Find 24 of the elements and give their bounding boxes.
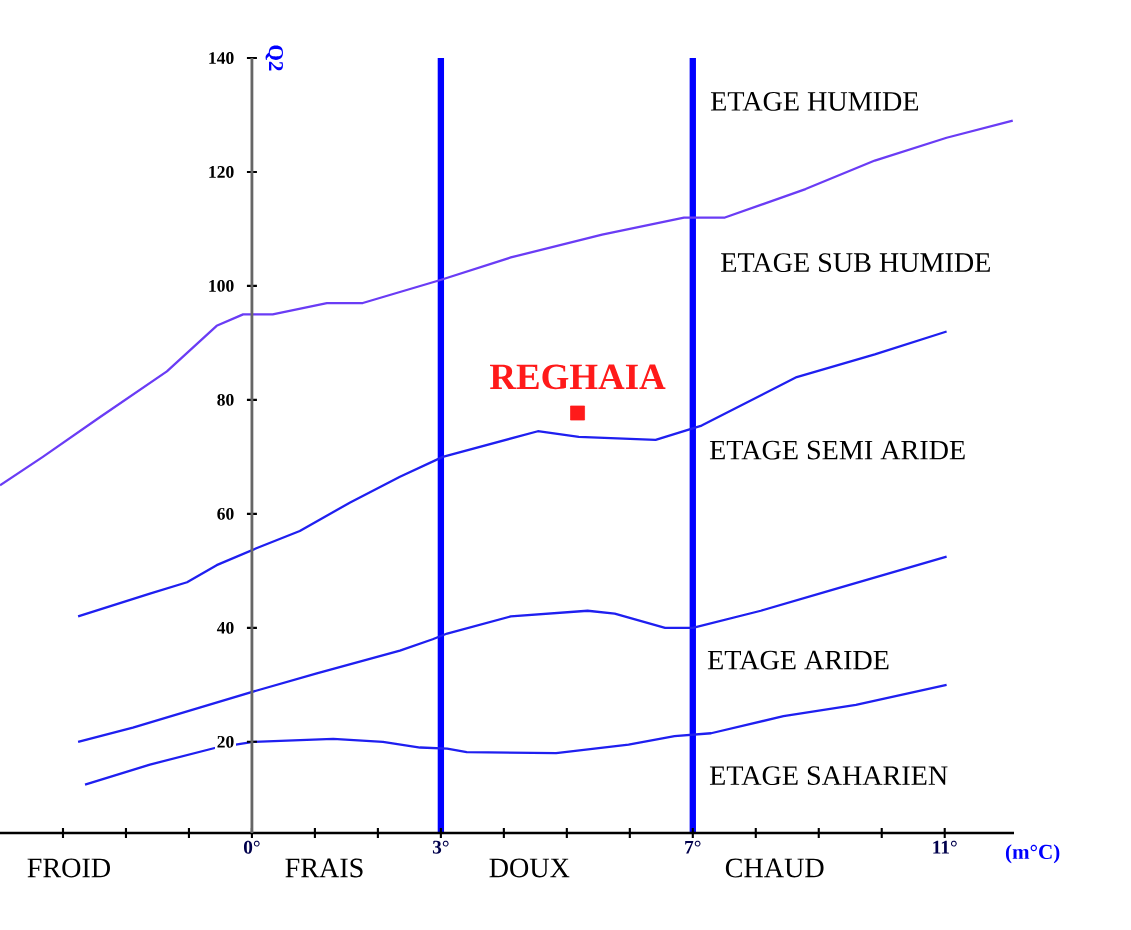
y-tick-label: 40 xyxy=(216,621,234,634)
x-tick-label: 11° xyxy=(933,840,957,854)
text: DOUX xyxy=(489,858,570,878)
x-tick-label: 0° xyxy=(243,840,260,854)
x-axis-title: (m°C) xyxy=(1005,844,1060,864)
annotation: ETAGE SUB HUMIDE xyxy=(721,253,990,273)
x-tick-label: 3° xyxy=(432,840,449,854)
annotation: ETAGE SEMI ARIDE xyxy=(709,440,965,460)
y-tick-label: 60 xyxy=(217,507,234,520)
y-axis-title: Q2 xyxy=(265,45,283,71)
text: FRAIS xyxy=(285,858,363,878)
y-tick-label: 140 xyxy=(209,52,234,64)
y-tick-label: 100 xyxy=(209,280,234,292)
annotation: ETAGE HUMIDE xyxy=(710,91,919,111)
y-tick-label: 80 xyxy=(217,393,234,406)
text: FROID xyxy=(27,858,110,878)
x-tick-label: 7° xyxy=(685,840,701,854)
line-series xyxy=(83,683,948,786)
y-tick-label: 20 xyxy=(217,735,234,748)
series-label: REGHAIA xyxy=(490,364,666,390)
y-tick-label: 120 xyxy=(209,166,234,178)
annotation: ETAGE SAHARIEN xyxy=(709,766,948,786)
annotation: ETAGE ARIDE xyxy=(707,650,889,670)
text: CHAUD xyxy=(725,858,824,878)
